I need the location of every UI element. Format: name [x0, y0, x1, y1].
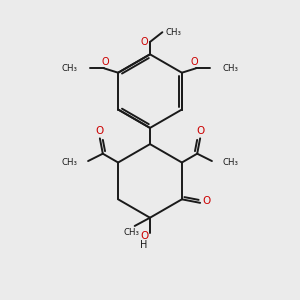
Text: CH₃: CH₃ [123, 228, 139, 237]
Text: CH₃: CH₃ [222, 158, 238, 167]
Text: CH₃: CH₃ [62, 158, 78, 167]
Text: O: O [191, 57, 198, 67]
Text: CH₃: CH₃ [223, 64, 238, 73]
Text: O: O [202, 196, 211, 206]
Text: CH₃: CH₃ [166, 28, 182, 37]
Text: O: O [141, 37, 148, 47]
Text: O: O [196, 126, 205, 136]
Text: H: H [140, 240, 148, 250]
Text: CH₃: CH₃ [61, 64, 77, 73]
Text: O: O [140, 231, 148, 241]
Text: O: O [102, 57, 109, 67]
Text: O: O [95, 126, 103, 136]
